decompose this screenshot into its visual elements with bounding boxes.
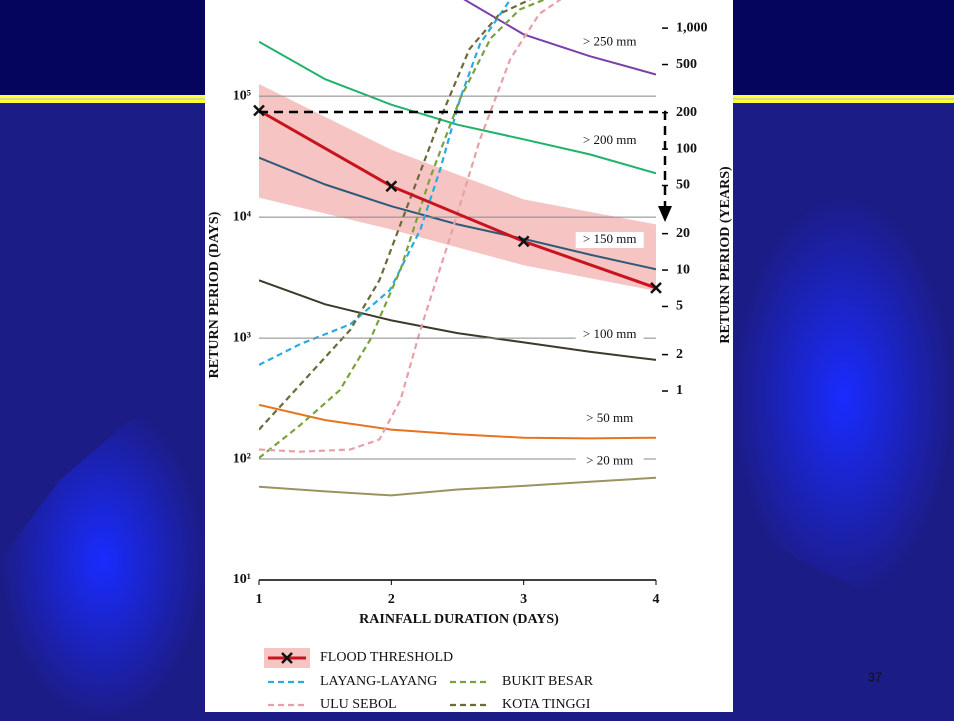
x-tick-label: 3 [520, 592, 527, 607]
y-tick-label: 10⁴ [233, 209, 252, 224]
y2-axis-label: RETURN PERIOD (YEARS) [718, 166, 733, 344]
page: {"slide_number":"37", "chart_data":{"typ… [0, 0, 954, 721]
y2-tick-label: 1,000 [676, 20, 708, 35]
slide: 10¹ 10² 10³ 10⁴ 10⁵ 1 2 5 10 20 50 100 200 500 1,000 1 2… [0, 0, 954, 721]
y2-tick-label: 500 [676, 57, 697, 72]
legend-label: FLOOD THRESHOLD [320, 650, 453, 665]
y2-tick-label: 1 [676, 383, 683, 398]
legend-label: KOTA TINGGI [502, 697, 591, 712]
series-label: > 50 mm [586, 410, 633, 425]
x-tick-label: 4 [653, 592, 660, 607]
y-tick-label: 10⁵ [233, 88, 251, 103]
series-label: > 200 mm [583, 132, 637, 147]
x-tick-label: 1 [256, 592, 263, 607]
series-label: > 100 mm [583, 326, 637, 341]
y2-tick-label: 2 [676, 347, 683, 362]
series-label: > 20 mm [586, 452, 633, 467]
bg-shape [0, 400, 205, 721]
x-axis-label: RAINFALL DURATION (DAYS) [359, 612, 559, 627]
y2-tick-label: 200 [676, 105, 697, 120]
legend-label: BUKIT BESAR [502, 674, 594, 689]
series-label: > 250 mm [583, 34, 637, 49]
series-label: > 150 mm [583, 231, 637, 246]
slide-number: 37 [868, 669, 882, 684]
y-tick-label: 10³ [233, 330, 251, 345]
y2-tick-label: 50 [676, 178, 690, 193]
y2-tick-label: 20 [676, 226, 690, 241]
bg-shape [733, 195, 954, 600]
y2-tick-label: 10 [676, 262, 690, 277]
x-tick-label: 2 [388, 592, 395, 607]
y-tick-label: 10¹ [233, 572, 251, 587]
y2-tick-label: 100 [676, 141, 697, 156]
legend-label: ULU SEBOL [320, 697, 397, 712]
y-tick-label: 10² [233, 451, 251, 466]
legend-label: LAYANG-LAYANG [320, 674, 437, 689]
y2-tick-label: 5 [676, 299, 683, 314]
y-axis-label: RETURN PERIOD (DAYS) [207, 211, 222, 378]
